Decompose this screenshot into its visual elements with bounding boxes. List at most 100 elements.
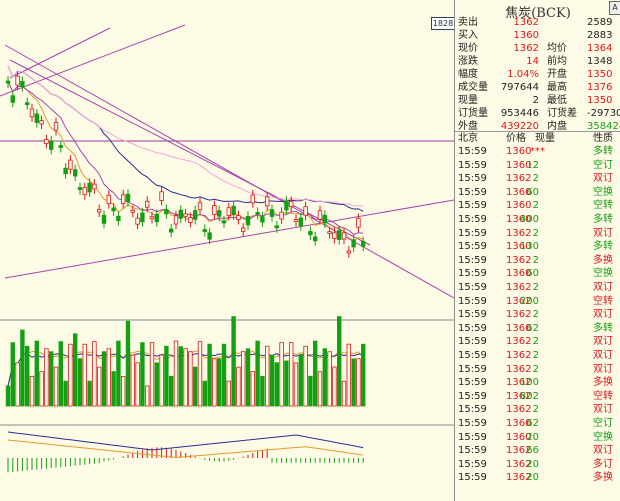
trade-type: 多订 xyxy=(593,458,613,470)
quote-extra-label: 前均 xyxy=(547,56,567,67)
trade-time: 15:59 xyxy=(458,295,487,307)
candle-body xyxy=(154,213,159,223)
trade-time: 15:59 xyxy=(458,254,487,266)
volume-bar xyxy=(336,316,342,407)
candle-body xyxy=(82,187,87,196)
candle-body xyxy=(39,120,44,125)
volume-bar xyxy=(351,358,356,407)
trade-type: 双订 xyxy=(593,350,613,361)
quote-label: 现价 xyxy=(458,43,478,54)
trade-price: 1360 xyxy=(506,146,532,157)
trade-type: 空订 xyxy=(593,159,613,171)
volume-bar xyxy=(312,340,318,407)
quote-panel: 焦炭(BCK) A 卖出 1362 2589 买入 1360 2883 现价 1362 均价 13… xyxy=(454,0,620,501)
volume-bar xyxy=(10,342,15,407)
period-badge[interactable]: 1828 xyxy=(431,17,455,30)
trade-time: 15:59 xyxy=(458,146,487,157)
trade-time: 15:59 xyxy=(458,431,487,443)
trade-price: 1362 xyxy=(506,390,532,402)
quote-row: 卖出 1362 2589 xyxy=(455,16,620,29)
trade-price: 1362 xyxy=(506,282,532,293)
quote-row: 涨跌 14 前均 1348 xyxy=(455,55,620,68)
volume-bar xyxy=(24,345,30,407)
volume-bar xyxy=(58,341,63,407)
candle-body xyxy=(73,169,78,177)
volume-bar xyxy=(250,371,255,407)
trade-type: 多转 xyxy=(593,241,613,253)
trade-row: 15:59 1362 200 空转 xyxy=(455,295,620,309)
quote-extra-value: 1348 xyxy=(587,56,613,67)
trade-time: 15:59 xyxy=(458,173,487,185)
trade-volume: 20 xyxy=(526,472,539,484)
header-type: 性质 xyxy=(593,133,613,144)
candle-body xyxy=(29,108,35,118)
candle-body xyxy=(20,80,25,88)
trade-price: 1360 xyxy=(506,241,532,253)
trade-row: 15:59 1360 *** 多转 xyxy=(455,145,620,159)
trade-row: 15:59 1362 2 双订 xyxy=(455,363,620,377)
trade-row: 15:59 1360 20 空换 xyxy=(455,431,620,445)
trade-time: 15:59 xyxy=(458,159,487,171)
candle-body xyxy=(360,241,366,247)
quote-label: 买入 xyxy=(458,30,478,41)
candle-body xyxy=(106,194,111,204)
quote-value: 797644 xyxy=(500,82,539,93)
candle-body xyxy=(327,231,332,235)
quote-label: 现量 xyxy=(458,95,478,106)
volume-bar xyxy=(92,341,97,407)
quote-row: 成交量 797644 最高 1376 xyxy=(455,81,620,94)
trade-price: 1362 xyxy=(506,377,532,389)
candle-body xyxy=(322,214,327,224)
volume-bar xyxy=(274,362,279,407)
trade-row: 15:59 1360 130 多转 xyxy=(455,240,620,254)
quote-extra-label: 均价 xyxy=(547,43,567,54)
trade-time: 15:59 xyxy=(458,241,487,253)
trade-price: 1362 xyxy=(506,173,532,185)
candle-body xyxy=(58,145,63,148)
candle-body xyxy=(168,228,174,233)
quote-label: 幅度 xyxy=(458,69,478,80)
trade-price: 1362 xyxy=(506,227,532,239)
volume-bar xyxy=(279,342,284,407)
volume-bar xyxy=(49,351,54,407)
volume-bar xyxy=(207,343,212,407)
trade-time: 15:59 xyxy=(458,377,487,389)
trade-volume: 802 xyxy=(519,390,539,402)
trade-volume: 66 xyxy=(526,445,539,457)
header-time: 北京 xyxy=(458,133,478,144)
volume-bar xyxy=(121,375,126,407)
candle-body xyxy=(116,215,121,222)
volume-bar xyxy=(87,380,92,407)
volume-bar xyxy=(77,358,83,407)
volume-bar xyxy=(101,351,107,407)
candle-body xyxy=(269,209,275,217)
volume-bar xyxy=(255,340,260,407)
candle-body xyxy=(34,113,39,123)
volume-bar xyxy=(68,343,73,407)
trade-volume: 20 xyxy=(526,458,539,470)
volume-bar xyxy=(356,358,361,407)
panel-toggle-icon[interactable]: A xyxy=(609,1,620,15)
trade-price: 1360 xyxy=(506,214,532,225)
volume-bar xyxy=(212,358,217,407)
candlestick-chart-area[interactable] xyxy=(0,0,454,501)
trade-row: 15:59 1362 2 多换 xyxy=(455,254,620,268)
trade-time: 15:59 xyxy=(458,350,487,361)
volume-bar xyxy=(44,348,49,407)
quote-row: 现价 1362 均价 1364 xyxy=(455,42,620,55)
volume-bar xyxy=(5,385,11,407)
candle-body xyxy=(351,239,356,248)
candle-body xyxy=(77,187,83,190)
trade-row: 15:59 1362 2 双订 xyxy=(455,335,620,349)
trade-volume: 60 xyxy=(526,268,539,280)
candle-body xyxy=(140,212,145,223)
trade-row: 15:59 1360 62 多转 xyxy=(455,322,620,336)
trade-type: 双订 xyxy=(593,445,613,457)
candle-body xyxy=(207,232,212,240)
candle-body xyxy=(250,194,255,204)
volume-bar xyxy=(125,320,131,407)
quote-row: 订货量 953446 订货差 -29730 xyxy=(455,107,620,120)
quote-extra-value: 1364 xyxy=(587,43,613,54)
trade-volume: 100 xyxy=(519,377,539,389)
volume-bar xyxy=(39,371,44,407)
